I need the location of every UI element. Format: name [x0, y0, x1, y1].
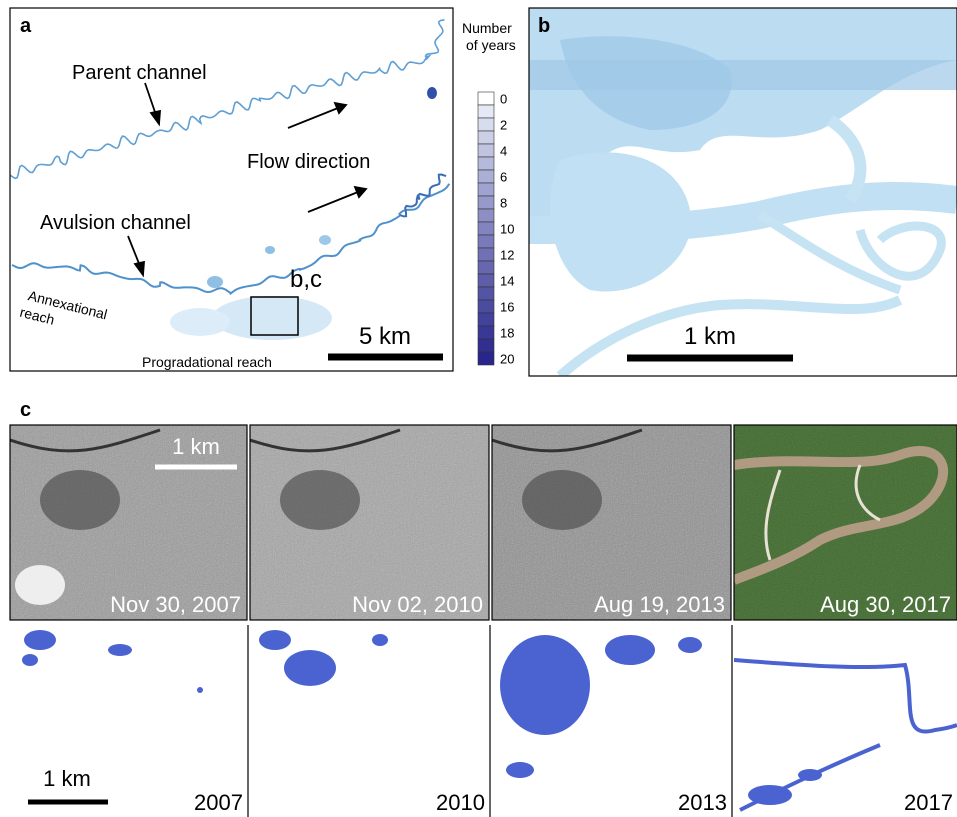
water-pixels [372, 634, 388, 646]
water-mask: 2013 [492, 625, 731, 817]
image-texture [492, 425, 731, 620]
water-pixels [24, 630, 56, 650]
panel-label: c [20, 399, 31, 421]
dark-patch [522, 470, 602, 530]
water-pixels [506, 762, 534, 778]
panel-c: Nov 30, 2007 2007 Nov 02, 2010 2010 Aug 19, … [10, 425, 957, 817]
mask-background [250, 625, 489, 817]
image-year: 2007 [194, 790, 243, 815]
legend-swatch [478, 131, 494, 144]
water-pixels [500, 635, 590, 735]
legend-tick-label: 16 [500, 300, 514, 315]
scale-bar-label: 1 km [172, 434, 220, 459]
legend-swatch [478, 209, 494, 222]
floodplain [212, 296, 332, 340]
legend-swatch [478, 170, 494, 183]
dark-patch [280, 470, 360, 530]
satellite-image: Aug 19, 2013 [492, 425, 731, 620]
legend-swatch [478, 196, 494, 209]
legend-tick-label: 18 [500, 326, 514, 341]
satellite-image: Nov 02, 2010 [250, 425, 489, 620]
legend-swatch [478, 235, 494, 248]
scale-bar-label: 1 km [43, 766, 91, 791]
legend-tick-label: 6 [500, 170, 507, 185]
cloud [15, 565, 65, 605]
scale-bar-label: 5 km [359, 323, 411, 350]
image-texture [250, 425, 489, 620]
legend-tick-label: 14 [500, 274, 514, 289]
water-mask: 2017 [734, 625, 957, 817]
legend-tick-label: 20 [500, 352, 514, 367]
legend-swatch [478, 157, 494, 170]
legend-swatch [478, 222, 494, 235]
legend: 0 2 4 6 8 10 12 14 16 18 20 [478, 92, 514, 367]
water-pixels [108, 644, 132, 656]
legend-swatch [478, 326, 494, 339]
lake [265, 246, 275, 254]
inset-label: b,c [290, 266, 322, 293]
annotation: Avulsion channel [40, 212, 191, 234]
legend-tick-label: 10 [500, 222, 514, 237]
legend-swatch [478, 118, 494, 131]
legend-title: of years [466, 37, 516, 53]
image-date: Aug 19, 2013 [594, 592, 725, 617]
image-date: Nov 30, 2007 [110, 592, 241, 617]
annotation: Flow direction [247, 151, 370, 173]
lake [427, 87, 437, 99]
legend-tick-label: 0 [500, 92, 507, 107]
legend-swatch [478, 300, 494, 313]
image-year: 2013 [678, 790, 727, 815]
legend-swatch [478, 183, 494, 196]
legend-title: Number [462, 20, 512, 36]
image-year: 2017 [904, 790, 953, 815]
legend-tick-label: 2 [500, 118, 507, 133]
satellite-image: Aug 30, 2017 [734, 425, 957, 620]
legend-swatch [478, 339, 494, 352]
legend-swatch [478, 92, 494, 105]
water-pixels [22, 654, 38, 666]
water-pixels [678, 637, 702, 653]
water-pixels [197, 687, 203, 693]
lake [319, 235, 331, 245]
dark-patch [40, 470, 120, 530]
panel-b-map [529, 8, 957, 376]
water-pixels [284, 650, 336, 686]
legend-swatch [478, 313, 494, 326]
panel-label: b [538, 15, 550, 37]
legend-swatch [478, 248, 494, 261]
scale-bar-label: 1 km [684, 323, 736, 350]
legend-swatch [478, 274, 494, 287]
legend-swatch [478, 144, 494, 157]
image-date: Nov 02, 2010 [352, 592, 483, 617]
annotation: Parent channel [72, 62, 207, 84]
legend-swatch [478, 287, 494, 300]
image-date: Aug 30, 2017 [820, 592, 951, 617]
page: {"panel_a": {"label": "a", "parent_chann… [0, 0, 957, 817]
legend-swatch [478, 105, 494, 118]
lake [207, 276, 223, 288]
water-pixels [605, 635, 655, 665]
legend-tick-label: 4 [500, 144, 507, 159]
water-pixels [259, 630, 291, 650]
floodplain [170, 308, 230, 336]
image-year: 2010 [436, 790, 485, 815]
water-frequency [529, 60, 957, 90]
legend-swatch [478, 261, 494, 274]
legend-tick-label: 8 [500, 196, 507, 211]
water-mask: 2010 [250, 625, 489, 817]
annotation: Progradational reach [142, 354, 272, 370]
legend-swatch [478, 352, 494, 365]
legend-tick-label: 12 [500, 248, 514, 263]
figure: a Parent channel Flow direction Avulsion… [0, 0, 957, 817]
panel-label: a [20, 15, 32, 37]
